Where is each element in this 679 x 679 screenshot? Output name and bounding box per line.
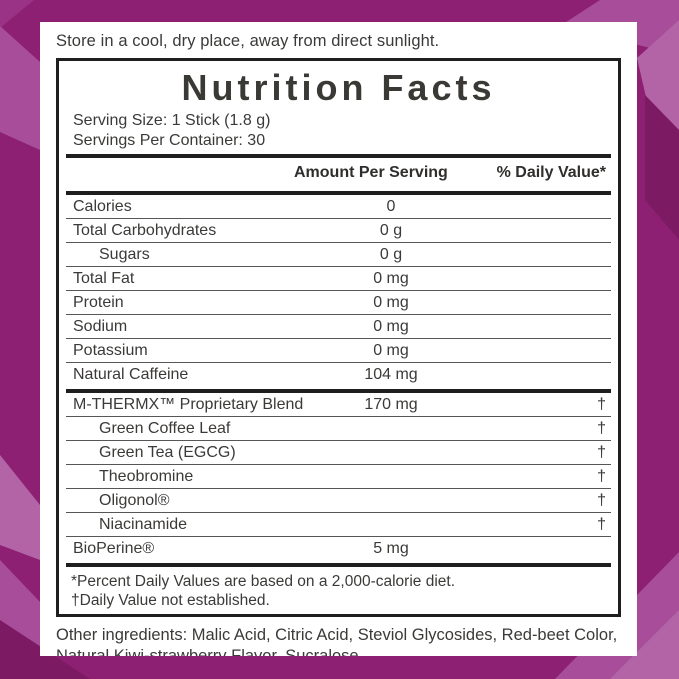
- nutrient-name: Oligonol®: [99, 491, 170, 509]
- footnotes: *Percent Daily Values are based on a 2,0…: [59, 567, 618, 614]
- background-facet: [610, 610, 679, 679]
- divider-thick: [66, 389, 611, 393]
- row-sodium: Sodium 0 mg: [59, 315, 618, 338]
- nutrient-name: Protein: [73, 293, 124, 311]
- nutrient-name: Total Carbohydrates: [73, 221, 217, 239]
- row-green-coffee-leaf: Green Coffee Leaf †: [59, 417, 618, 440]
- row-niacinamide: Niacinamide †: [59, 513, 618, 536]
- row-green-tea-egcg: Green Tea (EGCG) †: [59, 441, 618, 464]
- divider-thin: [66, 512, 611, 513]
- nutrient-name: Potassium: [73, 341, 148, 359]
- divider-thin: [66, 242, 611, 243]
- serving-size: Serving Size: 1 Stick (1.8 g): [73, 112, 271, 129]
- nutrient-dv: †: [597, 419, 606, 437]
- nutrition-facts-title: Nutrition Facts: [181, 67, 496, 108]
- nutrient-amount: 0 g: [379, 245, 403, 263]
- divider-thin: [66, 218, 611, 219]
- storage-note: Store in a cool, dry place, away from di…: [56, 32, 440, 50]
- nutrient-name: Sugars: [99, 245, 150, 263]
- nutrient-name: Green Tea (EGCG): [99, 443, 236, 461]
- nutrient-name: Natural Caffeine: [73, 365, 189, 383]
- nutrient-name: Sodium: [73, 317, 128, 335]
- divider-thin: [66, 440, 611, 441]
- divider-thin: [66, 416, 611, 417]
- nutrient-amount: 0 g: [379, 221, 403, 239]
- background-facet: [0, 455, 40, 560]
- nutrient-dv: †: [597, 515, 606, 533]
- row-total-carbohydrates: Total Carbohydrates 0 g: [59, 219, 618, 242]
- nutrient-dv: †: [597, 395, 606, 413]
- row-protein: Protein 0 mg: [59, 291, 618, 314]
- divider-thin: [66, 488, 611, 489]
- row-proprietary-blend: M-THERMX™ Proprietary Blend 170 mg †: [59, 393, 618, 416]
- row-sugars: Sugars 0 g: [59, 243, 618, 266]
- row-natural-caffeine: Natural Caffeine 104 mg: [59, 363, 618, 386]
- nutrient-amount: 0 mg: [373, 317, 409, 335]
- nutrient-name: BioPerine®: [73, 539, 155, 557]
- nutrient-dv: †: [597, 491, 606, 509]
- divider-thin: [66, 314, 611, 315]
- divider-thin: [66, 536, 611, 537]
- nutrient-amount: 0 mg: [373, 341, 409, 359]
- column-header-daily-value: % Daily Value*: [496, 164, 606, 181]
- nutrient-amount: 0 mg: [373, 269, 409, 287]
- servings-per-container: Servings Per Container: 30: [73, 132, 266, 149]
- nutrient-name: Green Coffee Leaf: [99, 419, 231, 437]
- footnote-daily-value-not-established: †Daily Value not established.: [71, 592, 270, 609]
- row-oligonol: Oligonol® †: [59, 489, 618, 512]
- nutrient-amount: 0: [386, 197, 396, 215]
- nutrient-name: Niacinamide: [99, 515, 188, 533]
- nutrient-name: M-THERMX™ Proprietary Blend: [73, 395, 304, 413]
- nutrient-name: Calories: [73, 197, 132, 215]
- divider-thick: [66, 154, 611, 158]
- nutrient-amount: 0 mg: [373, 293, 409, 311]
- table-header-row: Amount Per Serving % Daily Value*: [59, 158, 618, 188]
- row-bioperine: BioPerine® 5 mg: [59, 537, 618, 560]
- nutrient-amount: 170 mg: [364, 395, 418, 413]
- nutrient-name: Theobromine: [99, 467, 194, 485]
- divider-thin: [66, 266, 611, 267]
- footnote-percent-daily-values: *Percent Daily Values are based on a 2,0…: [71, 573, 455, 590]
- row-potassium: Potassium 0 mg: [59, 339, 618, 362]
- background-facet: [0, 0, 34, 28]
- row-theobromine: Theobromine †: [59, 465, 618, 488]
- divider-thin: [66, 290, 611, 291]
- background-facet: [645, 95, 679, 240]
- nutrient-amount: 104 mg: [364, 365, 418, 383]
- divider-thick: [66, 191, 611, 195]
- row-calories: Calories 0: [59, 195, 618, 218]
- nutrient-amount: 5 mg: [373, 539, 409, 557]
- nutrient-dv: †: [597, 467, 606, 485]
- row-total-fat: Total Fat 0 mg: [59, 267, 618, 290]
- other-ingredients: Other ingredients: Malic Acid, Citric Ac…: [56, 626, 618, 656]
- divider-thick: [66, 563, 611, 567]
- divider-thin: [66, 338, 611, 339]
- nutrient-dv: †: [597, 443, 606, 461]
- nutrition-facts-box: Nutrition Facts Serving Size: 1 Stick (1…: [56, 58, 621, 617]
- column-header-amount: Amount Per Serving: [294, 164, 448, 181]
- divider-thin: [66, 362, 611, 363]
- divider-thin: [66, 464, 611, 465]
- product-label-panel: Store in a cool, dry place, away from di…: [40, 22, 637, 656]
- nutrient-name: Total Fat: [73, 269, 135, 287]
- background-facet: [0, 26, 40, 150]
